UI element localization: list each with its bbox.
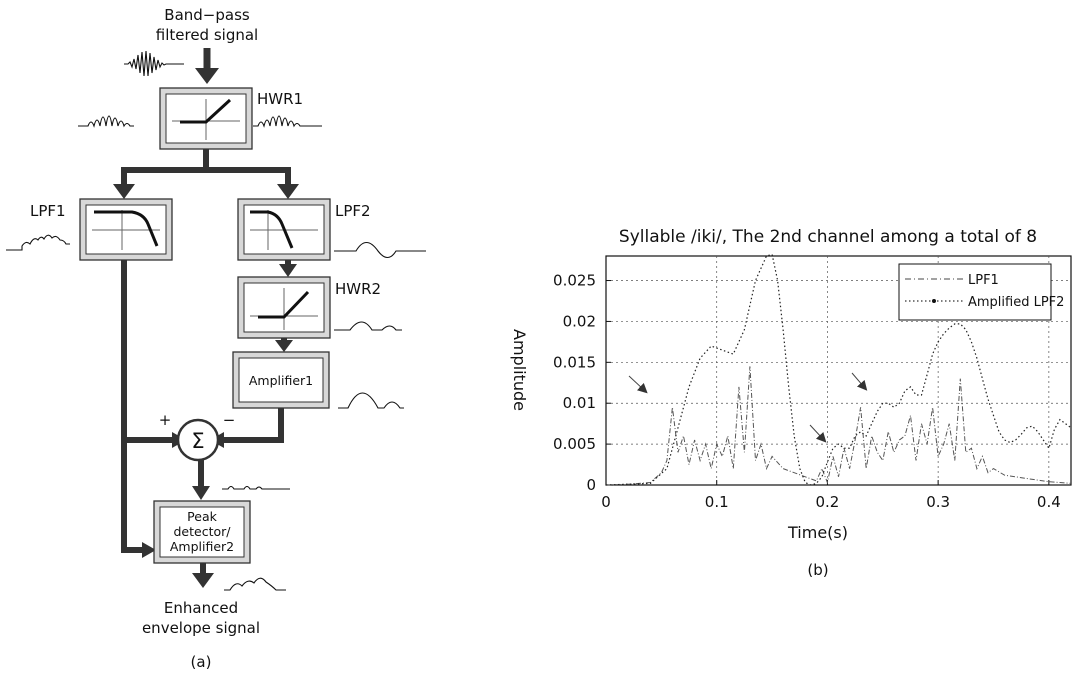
- summing-junction: Σ: [176, 418, 220, 462]
- x-tick-label: 0.1: [705, 493, 729, 511]
- lpf1-output-waveform-icon: [6, 234, 70, 251]
- input-arrow: [195, 48, 219, 84]
- peak-label-line1: Peak: [187, 509, 217, 524]
- lpf2-output-waveform-icon: [334, 241, 426, 259]
- hwr2-output-waveform-icon: [334, 321, 402, 331]
- y-axis-label: Amplitude: [510, 329, 529, 411]
- peak-label-line3: Amplifier2: [170, 539, 234, 554]
- amplitude-chart: Syllable /iki/, The 2nd channel among a …: [510, 227, 1072, 579]
- lpf1-label: LPF1: [30, 202, 66, 220]
- minus-sign: −: [223, 411, 236, 429]
- input-label-line1: Band−pass: [164, 6, 250, 24]
- y-tick-label: 0.015: [553, 353, 596, 371]
- amplifier1-output-waveform-icon: [338, 392, 404, 409]
- output-label-line2: envelope signal: [142, 619, 260, 637]
- peak-label-line2: detector/: [174, 524, 232, 539]
- panel-b-caption: (b): [807, 561, 828, 579]
- grid-lines: [605, 256, 1071, 486]
- output-label-line1: Enhanced: [164, 599, 238, 617]
- y-tick-label: 0.02: [563, 312, 596, 330]
- hwr1-label: HWR1: [257, 90, 303, 108]
- input-label-line2: filtered signal: [156, 26, 258, 44]
- x-tick-label: 0.4: [1037, 493, 1061, 511]
- x-tick-label: 0.3: [926, 493, 950, 511]
- series-line-lpf1: [605, 366, 1072, 486]
- annotation-arrows: [628, 372, 868, 443]
- lpf2-label: LPF2: [335, 202, 371, 220]
- rectified-waveform-right-icon: [253, 115, 322, 128]
- y-tick-labels: 0 0.005 0.01 0.015 0.02 0.025: [553, 272, 596, 494]
- y-tick-label: 0.005: [553, 435, 596, 453]
- data-series: [605, 253, 1072, 486]
- panel-a-caption: (a): [191, 653, 212, 671]
- x-tick-labels: 0 0.1 0.2 0.3 0.4: [601, 493, 1061, 511]
- difference-waveform-icon: [222, 485, 290, 490]
- hwr2-label: HWR2: [335, 280, 381, 298]
- legend-label-lpf1: LPF1: [968, 273, 999, 288]
- peak-detector-block: [153, 500, 251, 564]
- sigma-symbol: Σ: [191, 429, 204, 453]
- input-waveform-icon: [124, 50, 184, 77]
- plus-sign: +: [159, 411, 172, 429]
- hwr1-block: [159, 87, 253, 150]
- chart-title: Syllable /iki/, The 2nd channel among a …: [619, 227, 1037, 247]
- y-tick-label: 0: [586, 476, 596, 494]
- rectified-waveform-left-icon: [78, 115, 134, 128]
- legend: LPF1 Amplified LPF2: [898, 263, 1064, 321]
- lpf2-block: [237, 198, 331, 261]
- legend-label-amplified-lpf2: Amplified LPF2: [968, 295, 1064, 310]
- x-tick-label: 0: [601, 493, 611, 511]
- amplifier1-block: [232, 351, 330, 409]
- x-tick-label: 0.2: [815, 493, 839, 511]
- block-diagram: Band−pass filtered signal HWR1: [6, 6, 426, 671]
- enhanced-envelope-waveform-icon: [224, 577, 286, 591]
- y-tick-label: 0.01: [563, 394, 596, 412]
- y-tick-label: 0.025: [553, 272, 596, 290]
- x-axis-label: Time(s): [787, 523, 848, 542]
- hwr2-block: [237, 276, 331, 339]
- amplifier1-label: Amplifier1: [249, 373, 313, 388]
- lpf1-block: [79, 198, 173, 261]
